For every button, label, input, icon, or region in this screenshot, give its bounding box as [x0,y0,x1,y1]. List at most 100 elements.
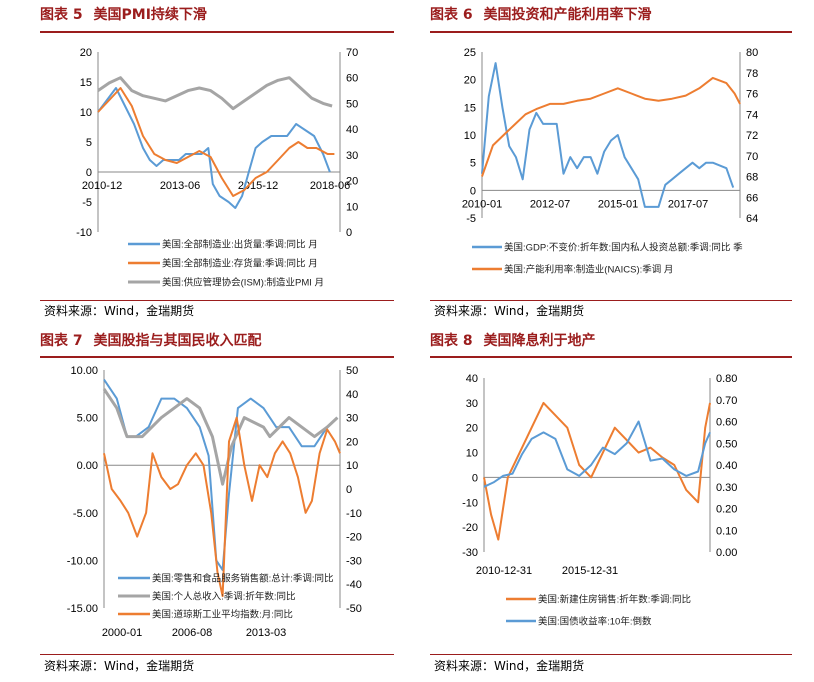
x-tick-label: 2013-06 [160,180,200,192]
chart-title: 图表 5 美国PMI持续下滑 [40,4,207,26]
y-right-tick-label: 74 [746,109,758,121]
y-right-tick-label: 20 [346,436,358,448]
source-note: 资料来源：Wind，金瑞期货 [434,304,585,318]
y-right-tick-label: 0.20 [716,504,737,516]
legend-label: 美国:零售和食品服务销售额:总计:季调:同比 [152,573,334,585]
x-tick-label: 2010-01 [462,198,502,210]
chart-svg: 40 30 20 10 0 -10 -20 -30 0.80 0.70 0.60 0.50 0.40 0.… [462,373,737,628]
title-rule [430,31,792,33]
y-left-tick-label: -30 [462,547,478,559]
y-left-tick-label: -10 [462,497,478,509]
y-left-tick-label: 5 [86,137,92,149]
y-left-tick-label: 0 [86,167,92,179]
chart-svg: 10.00 5.00 0.00 -5.00 -10.00 -15.00 50 40 30 20 10… [67,365,362,639]
series-line [102,388,339,486]
chart-panel-7: 图表 7 美国股指与其国民收入匹配 10.00 5.00 0.00 -5.00 -10.… [40,330,394,680]
y-left-tick-label: 20 [466,423,478,435]
y-left-tick-label: 25 [464,47,476,59]
y-right-tick-label: 20 [346,176,358,188]
figure-title: 美国股指与其国民收入匹配 [93,333,262,349]
series-line [103,378,339,571]
y-right-tick-label: 10 [346,460,358,472]
y-left-tick-label: 0 [470,185,476,197]
series-line [103,416,341,598]
y-left-tick-label: 40 [466,373,478,385]
y-left-tick-label: 5 [470,158,476,170]
figure-title: 美国投资和产能利用率下滑 [483,7,652,23]
y-right-tick-label: -20 [346,532,362,544]
y-right-tick-label: 40 [346,124,358,136]
figure-title: 美国PMI持续下滑 [93,7,207,23]
y-right-tick-label: 0.50 [716,438,737,450]
y-right-tick-label: 0.00 [716,547,737,559]
y-right-tick-label: -40 [346,579,362,591]
figure-prefix: 图表 [430,7,458,23]
source-note: 资料来源：Wind，金瑞期货 [44,304,195,318]
figure-prefix: 图表 [40,7,68,23]
x-tick-label: 2015-01 [598,198,638,210]
y-right-tick-label: -10 [346,508,362,520]
title-rule [40,356,394,358]
legend-label: 美国:供应管理协会(ISM):制造业PMI 月 [162,277,324,289]
y-right-tick-label: 66 [746,192,758,204]
legend-label: 美国:国债收益率:10年:倒数 [538,616,652,628]
source-rule-top [40,300,394,301]
y-right-tick-label: 60 [346,73,358,85]
figure-number: 7 [72,333,83,349]
y-right-tick-label: 68 [746,172,758,184]
legend-label: 美国:道琼斯工业平均指数:月:同比 [152,609,293,621]
y-right-tick-label: 76 [746,89,758,101]
source-rule-top [430,300,792,301]
series-line [481,76,741,177]
y-right-tick-label: 0.60 [716,417,737,429]
y-left-tick-label: -20 [462,522,478,534]
y-left-tick-label: 10 [80,107,92,119]
y-right-tick-label: 30 [346,413,358,425]
y-left-tick-label: 20 [80,47,92,59]
x-tick-label: 2015-12 [238,180,278,192]
series-line [97,87,335,197]
figure-title: 美国降息利于地产 [483,333,596,349]
y-left-tick-label: 10 [464,130,476,142]
series-line [483,401,711,541]
y-right-tick-label: 0.80 [716,373,737,385]
chart-title: 图表 7 美国股指与其国民收入匹配 [40,330,262,352]
chart-panel-6: 图表 6 美国投资和产能利用率下滑 25 20 15 10 5 0 -5 80 78 76 74 72… [430,4,792,324]
y-right-tick-label: 0 [346,484,352,496]
y-right-tick-label: -50 [346,603,362,615]
y-right-tick-label: 0.70 [716,395,737,407]
legend-label: 美国:全部制造业:存货量:季调:同比 月 [162,258,318,270]
legend-label: 美国:GDP:不变价:折年数:国内私人投资总额:季调:同比 季 [504,242,743,254]
y-right-tick-label: 72 [746,130,758,142]
y-right-tick-label: 70 [746,151,758,163]
chart-title: 图表 8 美国降息利于地产 [430,330,596,352]
y-right-tick-label: 64 [746,213,758,225]
source-note: 资料来源：Wind，金瑞期货 [434,659,585,673]
series-line [481,62,735,208]
x-tick-label: 2012-07 [530,198,570,210]
y-left-tick-label: -5 [82,197,92,209]
y-right-tick-label: 10 [346,201,358,213]
series-line [97,87,331,209]
chart-svg: 25 20 15 10 5 0 -5 80 78 76 74 72 70 68 66 64 2010-01 201… [462,47,758,276]
source-rule-top [40,654,394,655]
y-right-tick-label: 70 [346,47,358,59]
chart-panel-5: 图表 5 美国PMI持续下滑 20 15 10 5 0 -5 -10 70 60 50 40 30 20… [40,4,394,324]
chart-title: 图表 6 美国投资和产能利用率下滑 [430,4,652,26]
y-left-tick-label: 30 [466,398,478,410]
figure-prefix: 图表 [40,333,68,349]
y-right-tick-label: 40 [346,389,358,401]
y-right-tick-label: 0.10 [716,525,737,537]
y-left-tick-label: 0.00 [77,460,98,472]
x-tick-label: 2013-03 [246,627,286,639]
legend-label: 美国:全部制造业:出货量:季调:同比 月 [162,239,318,251]
series-line [483,420,711,488]
y-left-tick-label: 10 [466,448,478,460]
figure-number: 8 [462,333,473,349]
figure-number: 5 [72,7,83,23]
y-right-tick-label: 78 [746,68,758,80]
legend-label: 美国:产能利用率:制造业(NAICS):季调 月 [504,264,673,276]
legend-label: 美国:新建住房销售:折年数:季调:同比 [538,594,691,606]
y-left-tick-label: -5.00 [73,508,98,520]
